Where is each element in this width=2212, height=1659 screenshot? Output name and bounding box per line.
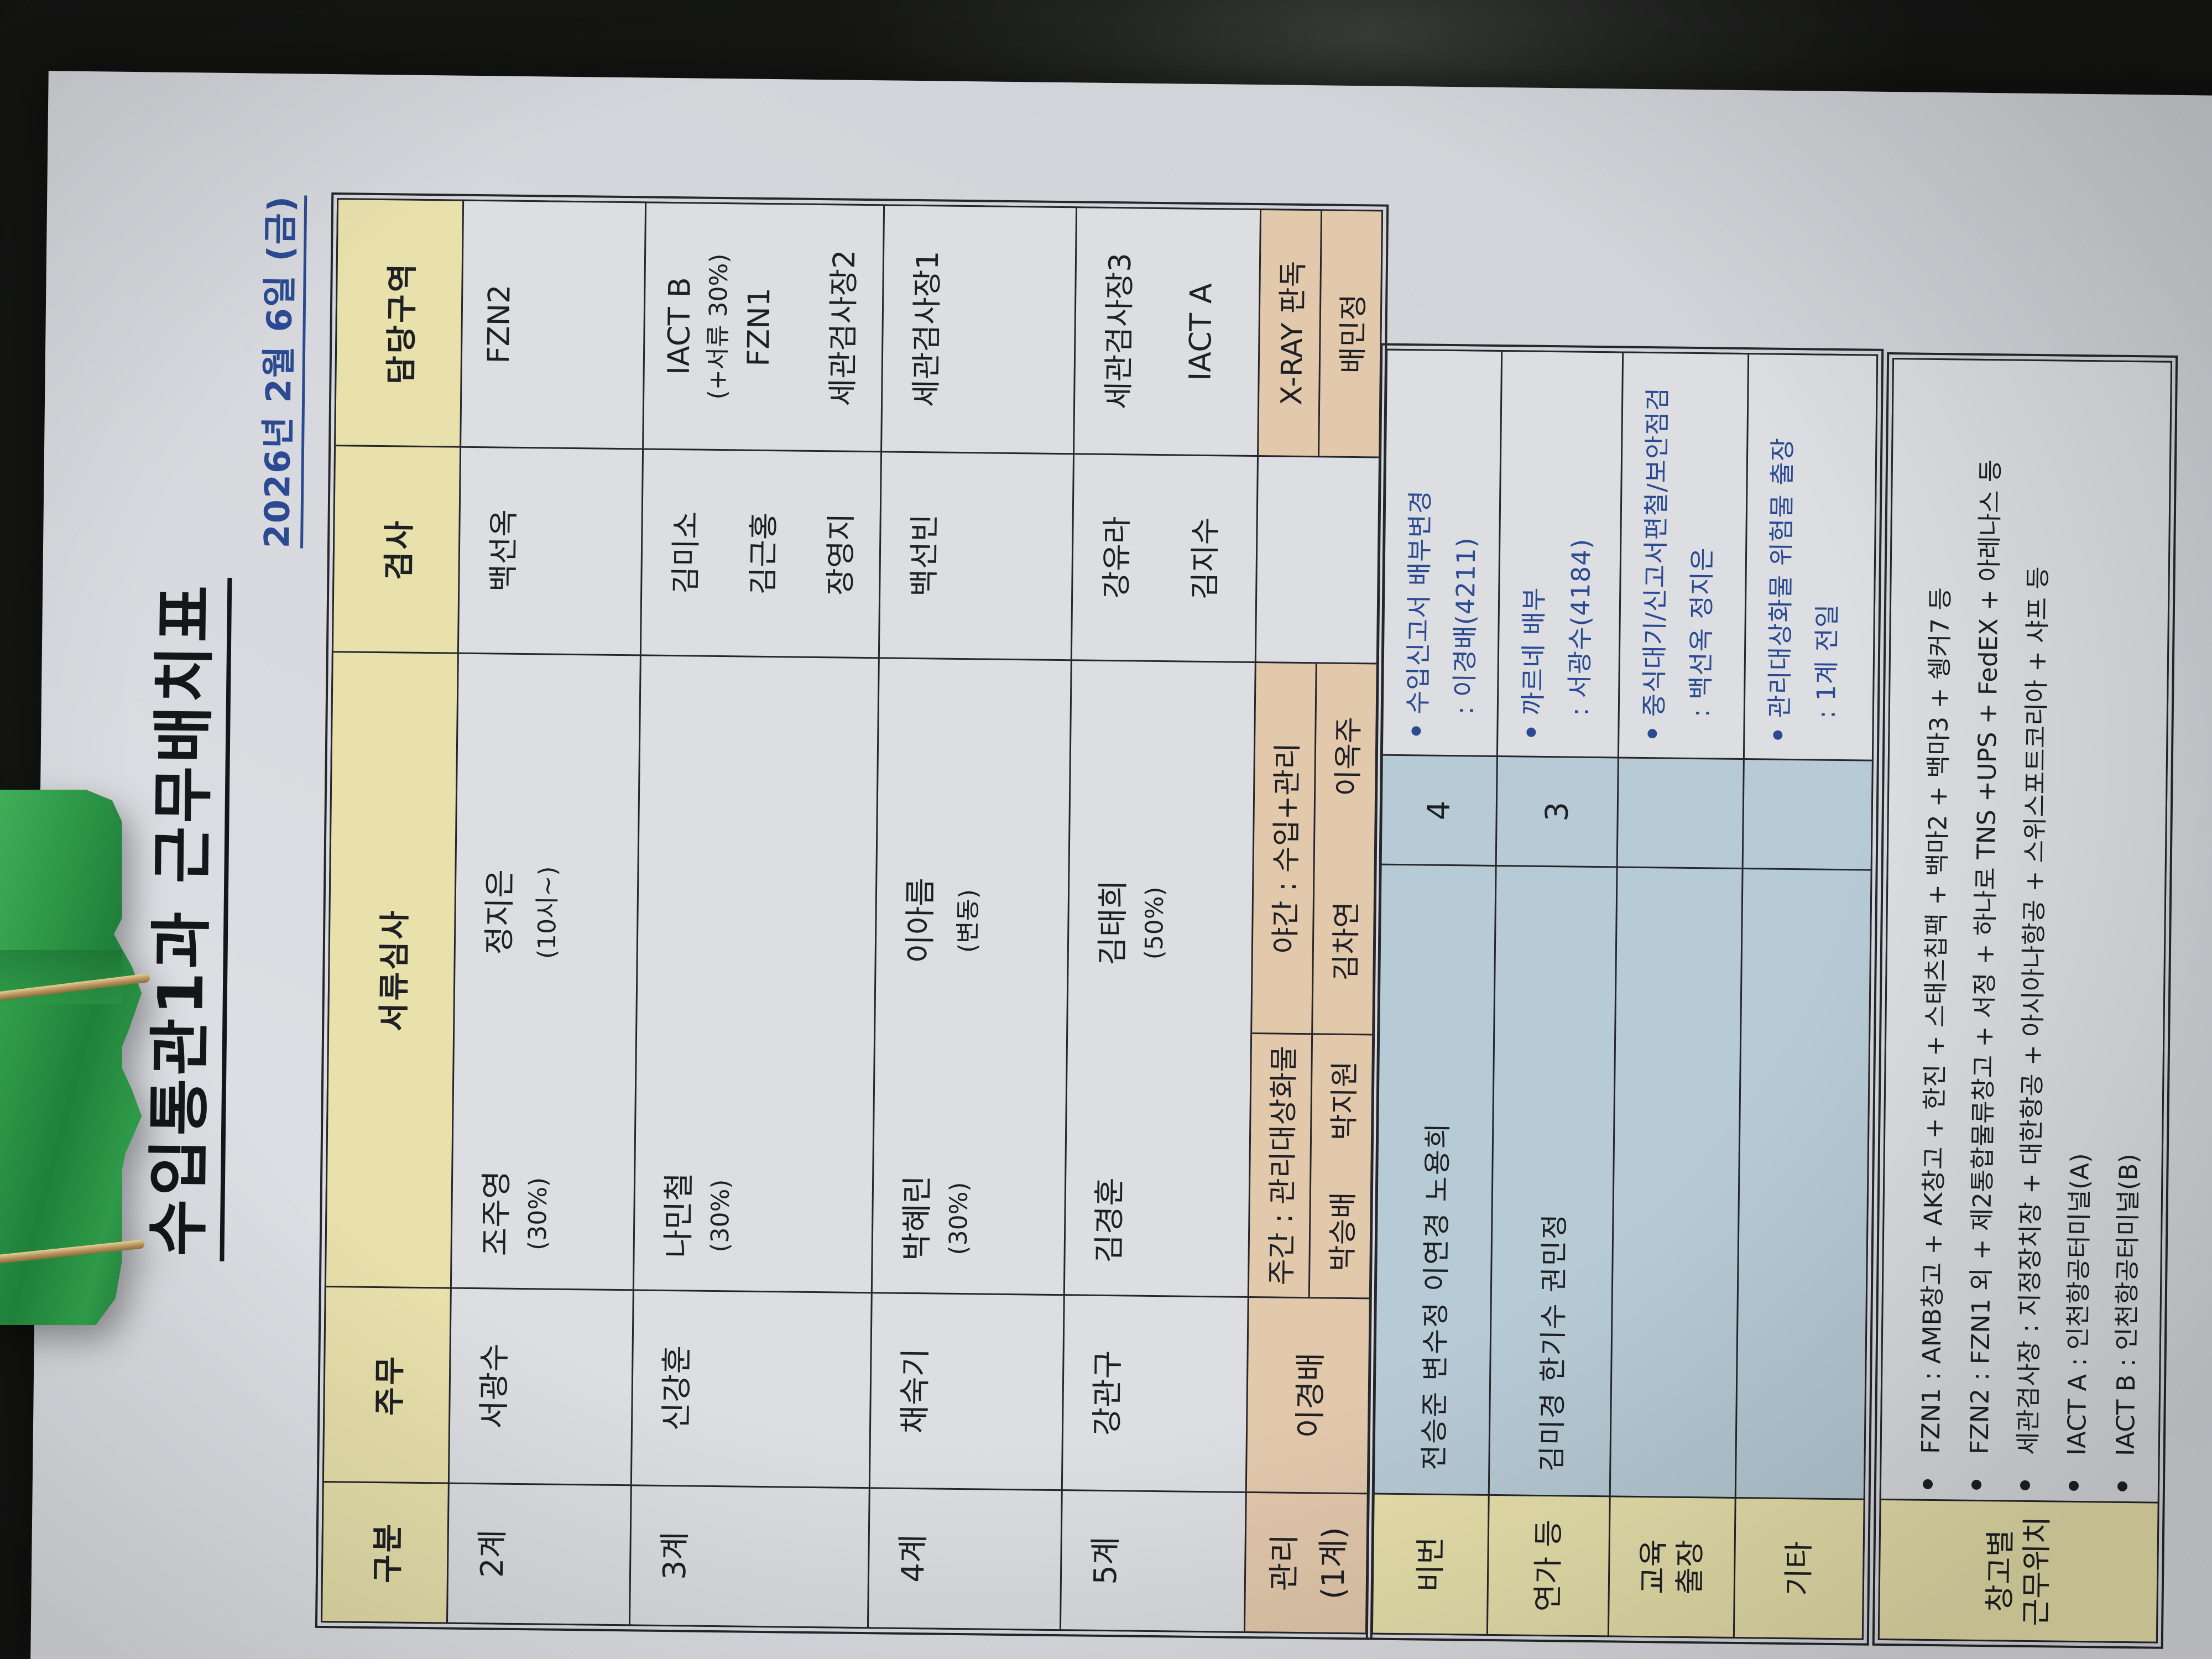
row-label-4gye: 4계 [868,1489,1061,1630]
bibeon-note: 수입신고서 배부변경 : 이경배(4211) [1383,350,1501,755]
jumu-4gye: 채숙기 [870,1293,1063,1490]
header-jumu: 주무 [324,1287,450,1483]
inspector-2gye: 백선옥 [458,447,643,655]
warehouse-label: 창고별 근무위치 [1879,1500,2158,1642]
doc-review-5gye: 김경훈 김태희 (50%) [1065,661,1255,1296]
paper-sheet: 수입통관1과 근무배치표 2026년 2월 6일 (금) 구분 주무 서류심사 … [30,71,2212,1659]
jumu-gwanli: 이경배 [1246,1297,1369,1493]
gyoyuk-names [1610,868,1742,1497]
night-duty-names: 김차연 이옥주 [1313,664,1376,1034]
bullet-icon [1411,726,1421,736]
status-label-gita: 기타 [1734,1498,1864,1639]
bullet-icon [1647,729,1657,739]
zone-4gye: 세관검사장1 [882,206,1076,453]
warehouse-items: FZN1 : AMB창고 + AK창고 + 한진 + 스태츠칩팩 + 백마2 +… [1881,359,2171,1502]
bullet-icon [2020,1480,2031,1490]
bullet-icon [2068,1480,2079,1491]
doc-review-4gye: 박혜린 (30%) 이아름 (변동) [872,659,1071,1295]
bullet-icon [2117,1481,2128,1491]
row-label-5gye: 5계 [1061,1491,1245,1631]
bullet-icon [1922,1479,1933,1490]
binder-clip [0,790,150,1325]
main-duty-table: 구분 주무 서류심사 검사 담당구역 2계 서광수 조주영 (30%) 정지은 (1… [315,192,1389,1640]
row-label-2gye: 2계 [448,1484,630,1625]
doc-review-3gye: 나민철 (30%) [634,656,878,1292]
zone-5gye: 세관검사장3 IACT A [1074,208,1260,456]
binder-clip-body [0,790,142,1325]
jumu-5gye: 강관구 [1062,1296,1248,1491]
row-label-3gye: 3계 [630,1486,869,1627]
inspector-5gye: 강유라 김지수 [1072,455,1258,661]
date-label: 2026년 2월 6일 (금) [237,195,307,1627]
day-duty-names: 박승배 박지원 [1310,1035,1373,1298]
header-damdangguyok: 담당구역 [336,200,463,446]
bibeon-names: 전승준 변수정 이연경 노용희 [1374,865,1495,1494]
status-table: 비번 전승준 변수정 이연경 노용희 4 수입신고서 배부변경 : 이경배(42… [1365,343,1884,1646]
inspector-gwanli-empty [1256,457,1379,663]
night-duty-header: 야간 : 수입+관리 [1252,663,1316,1034]
status-label-bibeon: 비번 [1373,1494,1488,1634]
inspector-3gye: 김미소 김근홍 장영지 [641,450,881,658]
header-gubun: 구분 [322,1483,448,1623]
yeonga-note: 까르네 배부 : 서광수(4184) [1498,352,1623,757]
gita-count [1743,760,1872,869]
zone-gwanli: X-RAY 판독 배민정 [1259,210,1382,457]
jumu-2gye: 서광수 [449,1288,633,1485]
doc-review-gwanli: 주간 : 관리대상화물 야간 : 수입+관리 박승배 박지원 김차연 이옥주 [1249,663,1376,1298]
gyoyuk-count [1618,758,1743,868]
inspector-4gye: 백선빈 [879,452,1073,660]
bullet-icon [1971,1479,1982,1490]
gita-note: 관리대상화물 위험물 출장 : 1계 전일 [1744,354,1877,760]
warehouse-box: 창고별 근무위치 FZN1 : AMB창고 + AK창고 + 한진 + 스태츠칩팩… [1872,352,2178,1649]
jumu-3gye: 신강훈 [632,1291,871,1488]
zone-2gye: FZN2 [461,201,645,448]
yeonga-names: 김미경 한기수 권민정 [1489,866,1616,1496]
gyoyuk-note: 중식대기/신고서편철/보안점검 : 백선옥 정지은 [1619,353,1748,759]
yeonga-count: 3 [1496,757,1618,867]
day-duty-header: 주간 : 관리대상화물 [1249,1034,1312,1297]
doc-review-2gye: 조주영 (30%) 정지은 (10시~) [451,654,640,1290]
status-label-gyoyuk: 교육 출장 [1609,1497,1735,1637]
bullet-icon [1772,730,1782,740]
xray-name: 배민정 [1319,211,1382,457]
header-geomsa: 검사 [333,446,460,653]
bibeon-count: 4 [1381,755,1496,865]
xray-header: X-RAY 판독 [1259,210,1321,456]
bullet-icon [1526,727,1536,737]
header-seoryusimsa: 서류심사 [326,653,457,1287]
row-label-gwanli: 관리 (1계) [1245,1493,1367,1633]
status-label-yeonga: 연가 등 [1488,1495,1609,1636]
gita-names [1736,869,1871,1499]
zone-3gye: IACT B (+서류 30%) FZN1 세관검사장2 [644,203,884,451]
